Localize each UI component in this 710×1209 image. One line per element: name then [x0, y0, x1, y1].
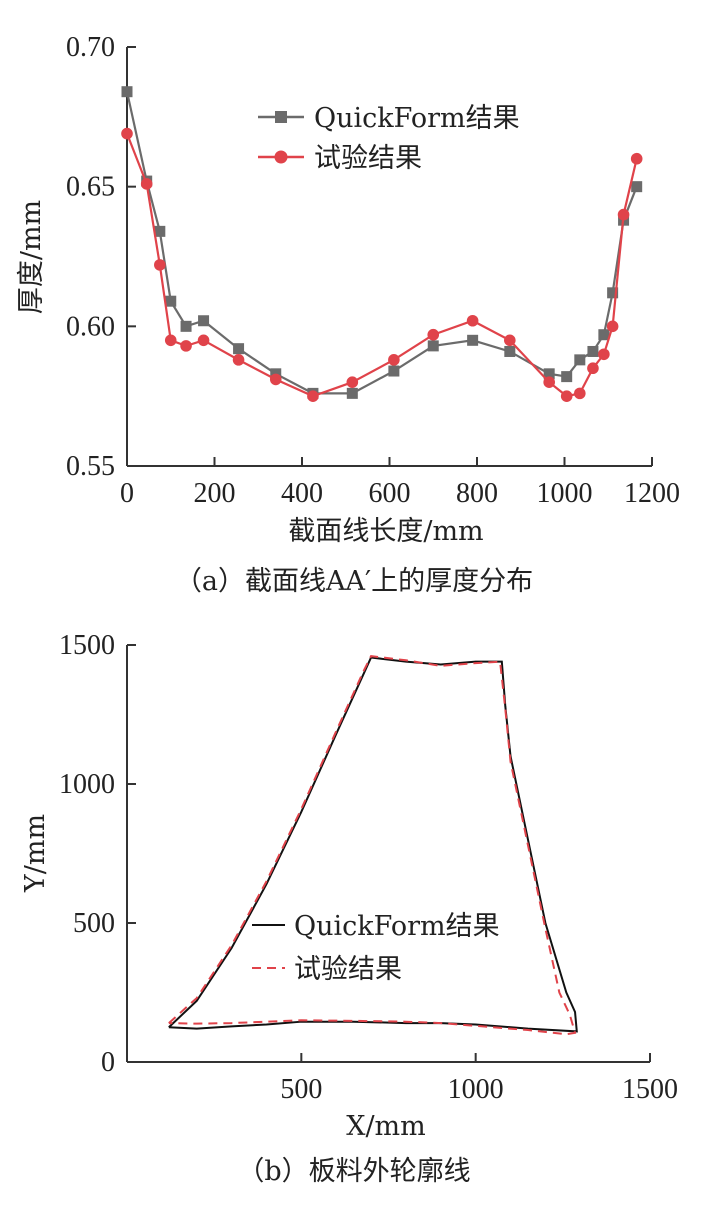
data-point-square	[121, 86, 133, 98]
series-group	[121, 86, 643, 402]
data-point-square	[607, 287, 619, 299]
data-point-square	[198, 315, 210, 327]
data-point-circle	[140, 178, 153, 190]
data-point-square	[561, 371, 573, 383]
x-tick-label: 0	[120, 478, 134, 509]
data-point-square	[427, 340, 439, 352]
data-point-square	[388, 365, 400, 377]
legend-marker-square-icon	[275, 111, 287, 123]
y-tick-label: 0.70	[66, 32, 115, 63]
data-point-circle	[606, 320, 619, 333]
data-point-circle	[164, 334, 177, 347]
y-tick-label: 0.55	[66, 451, 115, 482]
data-point-circle	[598, 348, 610, 361]
outline-series-1	[168, 655, 577, 1036]
data-point-circle	[427, 328, 440, 341]
data-point-circle	[121, 127, 133, 140]
legend-label-test: 试验结果	[294, 954, 402, 985]
data-point-square	[233, 343, 245, 355]
x-tick-label: 1000	[537, 478, 593, 509]
data-point-square	[587, 345, 599, 357]
data-point-circle	[587, 362, 599, 375]
legend-label-quickform: QuickForm结果	[294, 911, 500, 942]
x-tick-label: 400	[281, 478, 323, 509]
series-line-0	[125, 91, 638, 395]
x-tick-label: 500	[280, 1074, 322, 1105]
data-point-circle	[574, 387, 586, 400]
data-point-circle	[388, 354, 400, 366]
series-group	[168, 655, 578, 1036]
legend-marker-circle-icon	[274, 150, 288, 164]
data-point-circle	[269, 373, 282, 386]
x-tick-label: 800	[456, 478, 498, 509]
x-axis-label: 截面线长度/mm	[288, 516, 483, 547]
x-tick-label: 1200	[624, 478, 680, 509]
y-axis-label: Y/mm	[20, 814, 51, 893]
outline-chart: 500 1000 1500 0 500 1000 1500 X/mm Y/mm Quick…	[20, 630, 678, 1187]
legend: QuickForm结果 试验结果	[258, 103, 520, 174]
y-tick-label: 1000	[59, 769, 115, 800]
data-point-square	[165, 295, 177, 307]
data-point-square	[504, 345, 516, 357]
y-tick-label: 0.65	[66, 172, 115, 203]
data-point-square	[154, 225, 166, 237]
caption-b-text: （b）板料外轮廓线	[237, 1156, 470, 1187]
y-tick-label: 0.60	[66, 311, 115, 342]
y-axis-label: 厚度/mm	[16, 200, 47, 314]
data-point-square	[346, 387, 358, 399]
x-tick-label: 200	[194, 478, 236, 509]
data-point-circle	[466, 314, 479, 327]
x-tick-label: 600	[369, 478, 411, 509]
y-ticks: 0 500 1000 1500	[59, 630, 136, 1078]
legend: QuickForm结果 试验结果	[252, 911, 500, 985]
data-point-circle	[154, 259, 166, 271]
outline-series-0	[168, 656, 578, 1033]
data-point-square	[180, 320, 192, 332]
data-point-circle	[617, 208, 630, 221]
y-tick-label: 500	[73, 908, 115, 939]
data-point-circle	[180, 340, 192, 352]
caption-a: （a）截面线AA′上的厚度分布	[175, 566, 533, 597]
y-tick-label: 0	[101, 1047, 115, 1078]
x-tick-label: 1500	[622, 1074, 678, 1105]
series-line-1	[125, 133, 638, 398]
data-point-circle	[504, 334, 516, 347]
data-point-square	[467, 334, 479, 346]
caption-a-text: （a）截面线AA′上的厚度分布	[175, 566, 533, 597]
thickness-chart: 0 200 400 600 800 1000 1200 0.55 0.60 0.65 0.70 截…	[16, 32, 680, 597]
legend-label-quickform: QuickForm结果	[314, 103, 520, 134]
data-point-square	[631, 181, 643, 193]
y-ticks: 0.55 0.60 0.65 0.70	[66, 32, 136, 482]
data-point-circle	[346, 376, 359, 389]
x-ticks: 500 1000 1500	[280, 1053, 678, 1105]
data-point-square	[543, 368, 555, 380]
x-tick-label: 1000	[448, 1074, 504, 1105]
data-point-square	[598, 329, 610, 341]
x-axis-label: X/mm	[346, 1111, 426, 1142]
x-ticks: 0 200 400 600 800 1000 1200	[120, 457, 680, 509]
data-point-circle	[232, 354, 245, 366]
data-point-circle	[630, 152, 643, 165]
data-point-circle	[543, 376, 555, 389]
legend-label-test: 试验结果	[314, 143, 422, 174]
data-point-circle	[560, 390, 573, 402]
data-point-square	[574, 354, 586, 366]
caption-b: （b）板料外轮廓线	[237, 1156, 470, 1187]
data-point-circle	[197, 334, 210, 347]
y-tick-label: 1500	[59, 630, 115, 661]
data-point-circle	[307, 390, 319, 402]
